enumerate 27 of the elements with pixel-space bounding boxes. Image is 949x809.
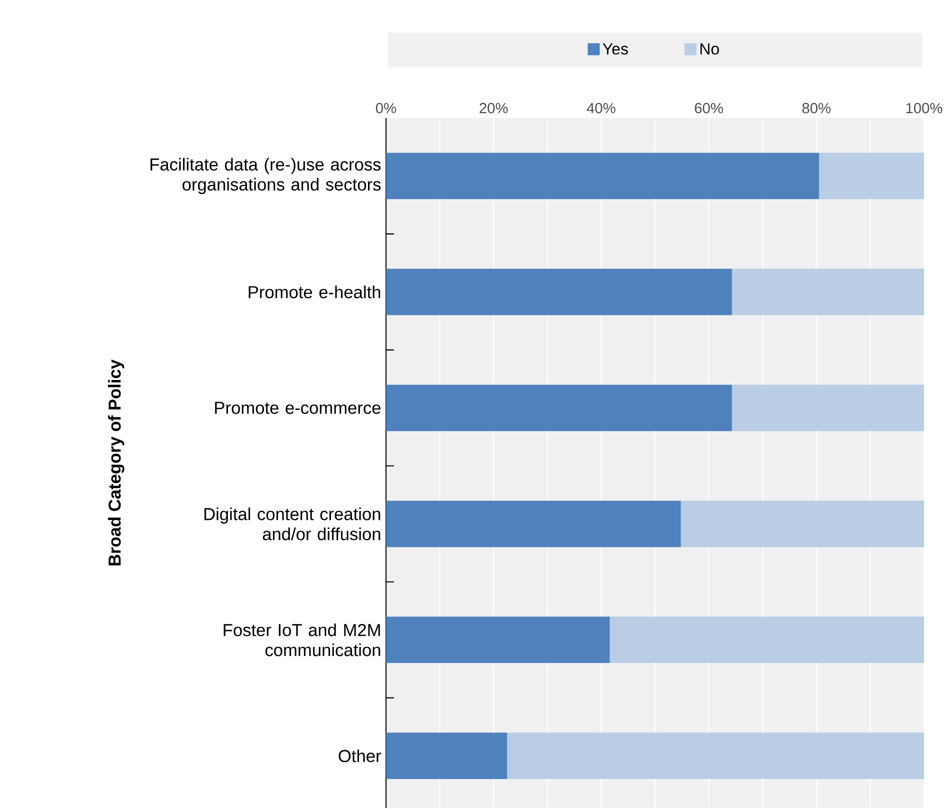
bar <box>680 500 924 548</box>
y-tick-label: Facilitate data (re-)use across organisations and sectors <box>150 158 381 194</box>
y-axis-title: Broad Category of Policy <box>108 360 124 566</box>
x-tick-label: 60% <box>694 103 723 114</box>
bar <box>386 268 732 316</box>
y-tick-label: Promote e-commerce <box>215 402 380 414</box>
bar <box>386 616 610 664</box>
bar <box>386 384 732 432</box>
bar <box>386 153 820 200</box>
y-tick-label: Other <box>338 750 381 762</box>
legend-label: Yes <box>602 44 628 55</box>
bar <box>610 616 924 664</box>
bar <box>819 153 924 200</box>
x-tick-label: 40% <box>586 103 616 114</box>
bar <box>732 268 924 316</box>
bar <box>732 384 924 432</box>
x-tick-label: 100% <box>906 103 942 114</box>
y-tick-label: Promote e-health <box>248 286 380 299</box>
bar <box>386 500 681 548</box>
x-tick-label: 80% <box>802 103 831 114</box>
legend-label: No <box>700 44 719 55</box>
y-tick-label: Digital content creation and/or diffusion <box>204 508 380 540</box>
bar <box>507 732 924 780</box>
y-tick-label: Foster IoT and M2M communication <box>224 624 380 656</box>
bar <box>386 732 508 780</box>
x-tick-label: 20% <box>480 103 508 114</box>
x-tick-label: 0% <box>376 103 396 114</box>
